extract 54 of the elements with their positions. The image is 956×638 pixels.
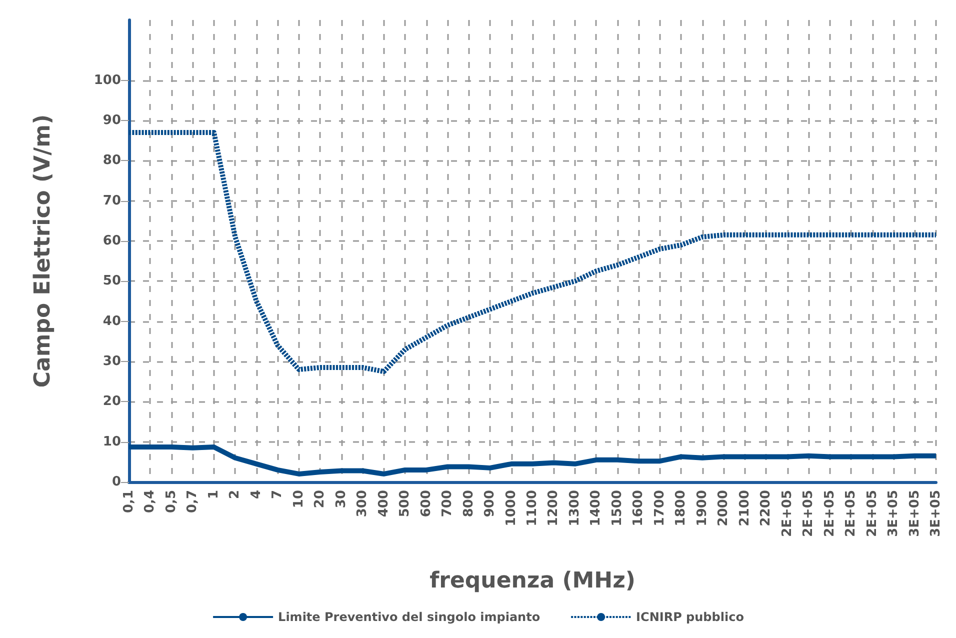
y-tick-label: 10 xyxy=(102,434,121,450)
x-tick-label: 2200 xyxy=(758,490,774,526)
x-tick-label: 0,5 xyxy=(164,490,179,514)
x-tick-label: 4 xyxy=(248,490,264,500)
legend-label: Limite Preventivo del singolo impianto xyxy=(278,610,540,624)
y-tick-label: 100 xyxy=(94,72,121,88)
x-tick-label: 10 xyxy=(291,490,306,508)
x-tick-label: 1500 xyxy=(610,490,625,526)
x-tick-label: 7 xyxy=(270,490,286,500)
x-tick-label: 2E+05 xyxy=(780,490,795,537)
x-tick-label: 300 xyxy=(355,490,370,518)
x-tick-label: 2E+05 xyxy=(801,490,816,537)
x-tick-label: 400 xyxy=(376,490,392,518)
x-tick-label: 1900 xyxy=(694,490,710,526)
y-tick-label: 40 xyxy=(102,314,121,329)
y-tick-label: 60 xyxy=(102,233,121,248)
x-tick-label: 2E+05 xyxy=(864,490,880,537)
y-tick-label: 70 xyxy=(102,193,121,208)
x-tick-label: 900 xyxy=(482,490,498,518)
y-tick-label: 20 xyxy=(102,394,121,410)
x-tick-label: 1 xyxy=(206,490,222,500)
x-tick-label: 2 xyxy=(228,490,243,500)
x-tick-label: 0,1 xyxy=(122,490,136,514)
x-tick-label: 1200 xyxy=(546,490,562,526)
x-tick-label: 0,7 xyxy=(185,490,200,514)
legend-label: ICNIRP pubblico xyxy=(636,610,744,624)
x-tick-label: 3E+05 xyxy=(928,490,944,537)
y-tick-label: 80 xyxy=(102,153,121,168)
x-tick-label: 3E+05 xyxy=(907,490,922,537)
x-tick-label: 2100 xyxy=(737,490,752,526)
y-tick-label: 50 xyxy=(102,274,121,289)
y-tick-label: 0 xyxy=(112,474,121,490)
x-tick-label: 1700 xyxy=(652,490,668,526)
x-tick-label: 2E+05 xyxy=(844,490,859,537)
x-tick-label: 500 xyxy=(398,490,413,518)
x-tick-label: 800 xyxy=(461,490,476,518)
x-tick-label: 20 xyxy=(312,490,328,508)
x-tick-label: 0,4 xyxy=(142,490,158,514)
x-tick-label: 1600 xyxy=(631,490,646,526)
x-tick-label: 700 xyxy=(440,490,456,518)
y-tick-label: 30 xyxy=(102,354,121,369)
x-tick-label: 3E+05 xyxy=(886,490,902,537)
x-tick-label: 1000 xyxy=(504,490,519,526)
x-tick-label: 1100 xyxy=(525,490,540,526)
x-tick-label: 1300 xyxy=(567,490,582,526)
x-tick-label: 2000 xyxy=(716,490,732,526)
x-tick-label: 30 xyxy=(334,490,349,508)
y-tick-label: 90 xyxy=(102,112,121,128)
x-tick-label: 2E+05 xyxy=(822,490,838,537)
x-tick-label: 1800 xyxy=(674,490,689,526)
y-axis-title: Campo Elettrico (V/m) xyxy=(30,114,56,388)
x-tick-label: 600 xyxy=(418,490,434,518)
x-axis-title: frequenza (MHz) xyxy=(430,568,636,594)
x-tick-label: 1400 xyxy=(588,490,604,526)
